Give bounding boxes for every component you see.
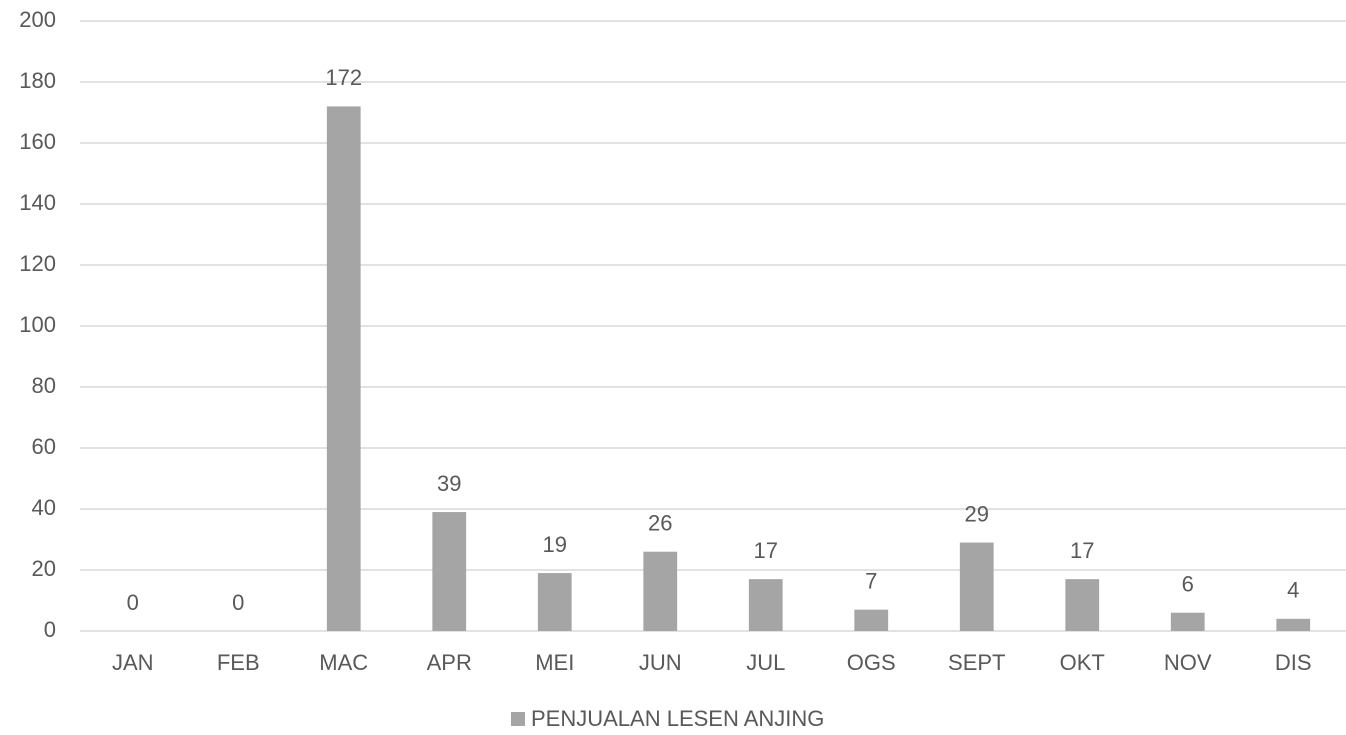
y-tick-label: 100 bbox=[19, 312, 56, 337]
x-tick-label: NOV bbox=[1164, 650, 1212, 675]
y-tick-label: 140 bbox=[19, 190, 56, 215]
bar bbox=[959, 542, 994, 631]
legend-swatch bbox=[511, 712, 525, 726]
data-label: 172 bbox=[325, 65, 362, 90]
bar bbox=[326, 106, 361, 631]
data-label: 19 bbox=[543, 532, 567, 557]
data-label: 7 bbox=[865, 568, 877, 593]
bar bbox=[643, 551, 678, 631]
legend-label: PENJUALAN LESEN ANJING bbox=[531, 706, 824, 731]
bar bbox=[748, 579, 783, 631]
x-tick-label: SEPT bbox=[948, 650, 1005, 675]
bar bbox=[1276, 618, 1311, 631]
x-tick-label: OKT bbox=[1060, 650, 1105, 675]
x-tick-label: JUL bbox=[746, 650, 785, 675]
y-tick-label: 200 bbox=[19, 7, 56, 32]
data-label: 29 bbox=[965, 501, 989, 526]
bar bbox=[432, 512, 467, 631]
x-tick-label: MAC bbox=[319, 650, 368, 675]
data-label: 17 bbox=[754, 538, 778, 563]
x-tick-label: FEB bbox=[217, 650, 260, 675]
y-tick-label: 160 bbox=[19, 129, 56, 154]
bar bbox=[1170, 612, 1205, 631]
y-tick-label: 60 bbox=[32, 434, 56, 459]
y-tick-label: 0 bbox=[44, 617, 56, 642]
data-label: 4 bbox=[1287, 578, 1299, 603]
x-tick-label: JUN bbox=[639, 650, 682, 675]
y-tick-label: 40 bbox=[32, 495, 56, 520]
y-tick-label: 120 bbox=[19, 251, 56, 276]
y-tick-label: 80 bbox=[32, 373, 56, 398]
data-label: 39 bbox=[437, 471, 461, 496]
x-tick-label: APR bbox=[427, 650, 472, 675]
data-label: 0 bbox=[127, 590, 139, 615]
bar bbox=[537, 573, 572, 631]
y-tick-label: 180 bbox=[19, 68, 56, 93]
y-tick-label: 20 bbox=[32, 556, 56, 581]
x-tick-label: JAN bbox=[112, 650, 154, 675]
bar bbox=[854, 609, 889, 631]
x-tick-label: DIS bbox=[1275, 650, 1312, 675]
x-tick-label: MEI bbox=[535, 650, 574, 675]
bar bbox=[1065, 579, 1100, 631]
data-label: 26 bbox=[648, 511, 672, 536]
x-tick-label: OGS bbox=[847, 650, 896, 675]
data-label: 17 bbox=[1070, 538, 1094, 563]
data-label: 0 bbox=[232, 590, 244, 615]
data-label: 6 bbox=[1182, 572, 1194, 597]
